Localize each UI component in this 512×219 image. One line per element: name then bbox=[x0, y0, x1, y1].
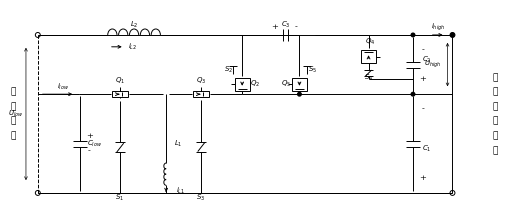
Circle shape bbox=[451, 33, 454, 37]
Text: $i_{L2}$: $i_{L2}$ bbox=[128, 42, 137, 52]
Text: $i_{high}$: $i_{high}$ bbox=[431, 21, 445, 33]
Text: +: + bbox=[419, 75, 426, 83]
Text: $i_{L1}$: $i_{L1}$ bbox=[176, 186, 186, 196]
Text: $C_3$: $C_3$ bbox=[281, 20, 290, 30]
Text: $U_{low}$: $U_{low}$ bbox=[8, 109, 24, 119]
Text: $S_3$: $S_3$ bbox=[196, 193, 205, 203]
Text: 高
压
直
流
母
线: 高 压 直 流 母 线 bbox=[492, 73, 498, 155]
Bar bbox=[292, 78, 307, 91]
Text: $S_1$: $S_1$ bbox=[115, 193, 124, 203]
Circle shape bbox=[411, 33, 415, 37]
Text: +: + bbox=[86, 132, 93, 140]
Text: -: - bbox=[88, 147, 91, 155]
Bar bbox=[193, 91, 208, 97]
Text: -: - bbox=[421, 46, 424, 54]
Bar bbox=[361, 50, 376, 63]
Bar bbox=[112, 91, 127, 97]
Text: $S_5$: $S_5$ bbox=[308, 65, 317, 75]
Text: $S_2$: $S_2$ bbox=[224, 65, 233, 75]
Text: +: + bbox=[419, 174, 426, 182]
Text: $L_1$: $L_1$ bbox=[174, 138, 182, 149]
Text: $C_{low}$: $C_{low}$ bbox=[88, 138, 103, 149]
Text: $C_1$: $C_1$ bbox=[422, 143, 432, 154]
Circle shape bbox=[297, 92, 301, 96]
Text: +: + bbox=[271, 23, 278, 31]
Text: $Q_5$: $Q_5$ bbox=[281, 79, 291, 89]
Text: $Q_1$: $Q_1$ bbox=[115, 76, 125, 86]
Circle shape bbox=[411, 92, 415, 96]
Text: $S_4$: $S_4$ bbox=[364, 73, 373, 83]
Text: -: - bbox=[295, 23, 298, 31]
Text: $Q_3$: $Q_3$ bbox=[196, 76, 206, 86]
Bar bbox=[234, 78, 250, 91]
Text: -: - bbox=[421, 105, 424, 113]
Text: $i_{low}$: $i_{low}$ bbox=[57, 82, 70, 92]
Text: $Q_2$: $Q_2$ bbox=[250, 79, 260, 89]
Text: $L_2$: $L_2$ bbox=[130, 20, 138, 30]
Text: $U_{high}$: $U_{high}$ bbox=[424, 59, 441, 70]
Text: $C_2$: $C_2$ bbox=[422, 55, 432, 65]
Text: $Q_4$: $Q_4$ bbox=[366, 37, 376, 47]
Text: 储
能
装
置: 储 能 装 置 bbox=[10, 88, 16, 140]
